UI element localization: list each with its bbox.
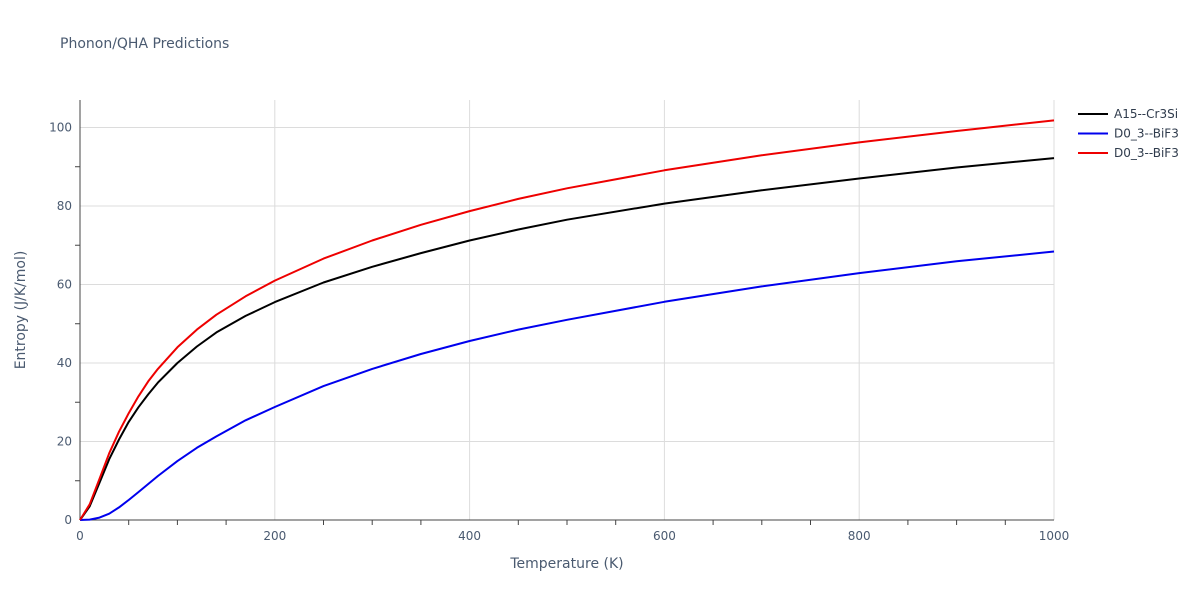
legend-item-2[interactable]: D0_3--BiF3	[1078, 127, 1179, 141]
x-tick-label: 1000	[1039, 529, 1070, 543]
legend[interactable]: A15--Cr3Si D0_3--BiF3 D0_3--BiF3	[1078, 107, 1179, 160]
y-tick-label: 80	[57, 199, 72, 213]
y-tick-label: 40	[57, 356, 72, 370]
axes: 0 200 400 600 800 1000 0 20 40 60 80 100	[49, 100, 1069, 543]
x-tick-label: 200	[263, 529, 286, 543]
legend-label: D0_3--BiF3	[1114, 127, 1179, 141]
y-tick-label: 100	[49, 120, 72, 134]
y-tick-label: 20	[57, 434, 72, 448]
y-tick-label: 60	[57, 277, 72, 291]
x-tick-label: 400	[458, 529, 481, 543]
y-axis-title: Entropy (J/K/mol)	[13, 251, 29, 370]
series-line-2	[79, 250, 1055, 521]
series-line-1	[79, 157, 1055, 521]
x-tick-label: 0	[76, 529, 84, 543]
series-lines	[79, 119, 1055, 521]
x-tick-label: 600	[653, 529, 676, 543]
grid	[80, 100, 1055, 520]
legend-label: A15--Cr3Si	[1114, 107, 1178, 121]
legend-label: D0_3--BiF3	[1114, 146, 1179, 160]
x-axis-title: Temperature (K)	[509, 556, 623, 572]
legend-item-3[interactable]: D0_3--BiF3	[1078, 146, 1179, 160]
chart-title: Phonon/QHA Predictions	[60, 36, 230, 52]
y-tick-label: 0	[64, 513, 72, 527]
x-tick-label: 800	[848, 529, 871, 543]
legend-item-1[interactable]: A15--Cr3Si	[1078, 107, 1178, 121]
series-line-3	[79, 119, 1055, 521]
